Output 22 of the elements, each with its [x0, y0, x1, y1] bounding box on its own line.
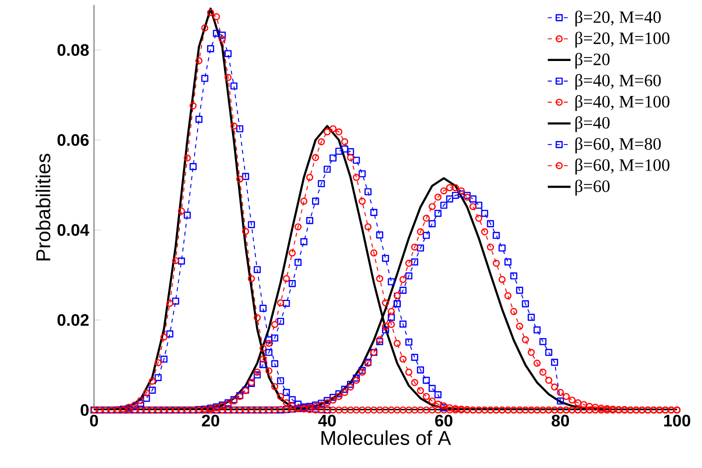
x-axis-title: Molecules of A: [322, 430, 452, 446]
y-tick-label: 0.08: [58, 44, 89, 56]
x-tick-label: 100: [664, 414, 690, 427]
legend-label: β=40, M=100: [575, 95, 670, 112]
x-tick-label: 60: [435, 414, 452, 427]
y-tick-label: 0: [80, 404, 89, 416]
y-tick-label: 0.02: [58, 314, 89, 326]
x-tick-label: 40: [318, 414, 336, 427]
legend-label: β=60, M=80: [575, 137, 661, 154]
x-tick-label: 0: [90, 414, 98, 427]
legend-label: β=60, M=100: [575, 158, 670, 174]
y-tick-label: 0.04: [58, 224, 90, 236]
x-tick-label: 80: [552, 414, 569, 427]
y-tick-label: 0.06: [58, 134, 89, 146]
legend-label: β=40, M=60: [575, 74, 661, 90]
legend-label: β=20, M=40: [575, 10, 661, 26]
legend-label: β=40: [575, 116, 610, 132]
legend-label: β=20, M=100: [575, 32, 670, 48]
y-axis-title: Probabilities: [36, 154, 50, 260]
legend-label: β=20: [575, 52, 610, 69]
x-tick-label: 20: [202, 414, 220, 427]
legend-label: β=60: [575, 180, 610, 196]
